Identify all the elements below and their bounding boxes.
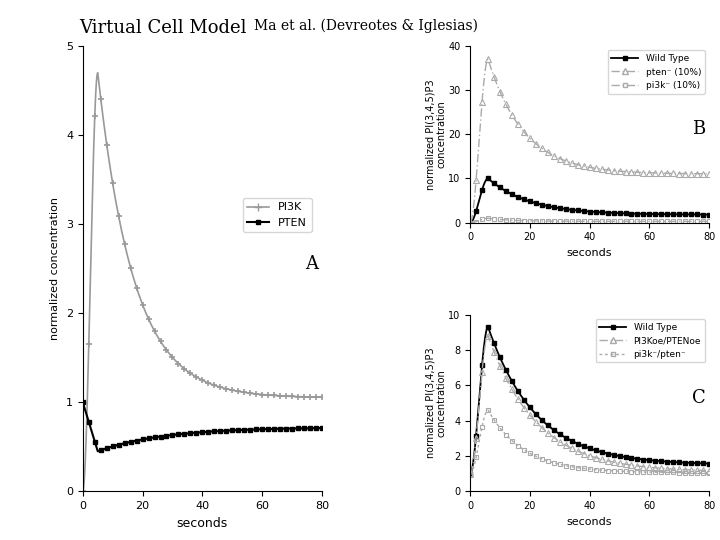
Legend: PI3K, PTEN: PI3K, PTEN xyxy=(243,198,312,232)
Text: B: B xyxy=(693,120,706,138)
Text: Virtual Cell Model: Virtual Cell Model xyxy=(78,19,252,37)
Text: C: C xyxy=(693,389,706,407)
Y-axis label: normalized concentration: normalized concentration xyxy=(50,197,60,340)
Y-axis label: normalized PI(3,4,5)P3
concentration: normalized PI(3,4,5)P3 concentration xyxy=(425,348,446,458)
Legend: Wild Type, PI3Koe/PTENoe, pi3k⁻/pten⁻: Wild Type, PI3Koe/PTENoe, pi3k⁻/pten⁻ xyxy=(595,319,705,362)
Y-axis label: normalized PI(3,4,5)P3
concentration: normalized PI(3,4,5)P3 concentration xyxy=(425,79,446,190)
Text: Ma et al. (Devreotes & Iglesias): Ma et al. (Devreotes & Iglesias) xyxy=(254,19,478,33)
X-axis label: seconds: seconds xyxy=(176,517,228,530)
X-axis label: seconds: seconds xyxy=(567,248,613,258)
X-axis label: seconds: seconds xyxy=(567,517,613,526)
Legend: Wild Type, pten⁻ (10%), pi3k⁻ (10%): Wild Type, pten⁻ (10%), pi3k⁻ (10%) xyxy=(608,50,705,93)
Text: A: A xyxy=(305,255,318,273)
